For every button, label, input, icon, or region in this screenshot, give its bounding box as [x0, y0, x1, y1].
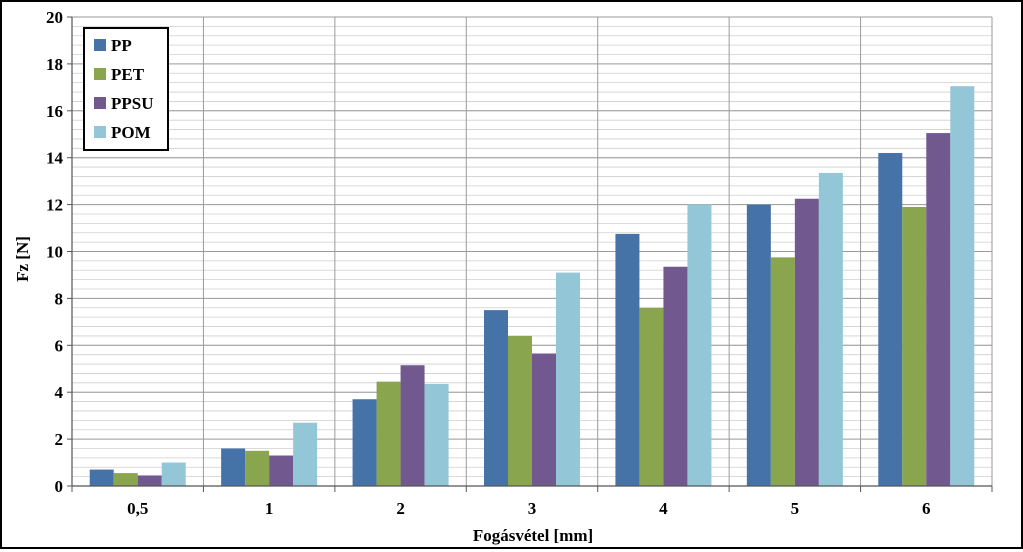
y-tick-label: 10 — [46, 243, 63, 262]
bar-pp-5 — [746, 204, 771, 486]
y-tick-label: 0 — [55, 477, 64, 496]
y-tick-label: 6 — [55, 336, 64, 355]
bar-ppsu-2 — [400, 365, 425, 486]
bar-ppsu-1 — [269, 455, 294, 486]
bar-pom-0 — [161, 462, 186, 486]
bar-pom-1 — [293, 422, 318, 486]
legend-swatch-pom — [94, 126, 106, 138]
y-tick-label: 18 — [46, 55, 63, 74]
legend-label-pp: PP — [111, 36, 132, 55]
legend: PP PET PPSU POM — [83, 27, 169, 151]
y-tick-label: 20 — [46, 8, 63, 27]
y-tick-label: 8 — [55, 289, 64, 308]
bar-pp-0 — [89, 469, 114, 486]
legend-swatch-ppsu — [94, 97, 106, 109]
bar-pp-1 — [221, 448, 246, 486]
bar-ppsu-4 — [663, 266, 688, 486]
bar-pom-5 — [818, 172, 843, 486]
bar-ppsu-6 — [926, 133, 951, 486]
bar-pet-1 — [245, 450, 270, 486]
bar-pp-2 — [352, 399, 377, 486]
y-tick-label: 2 — [55, 430, 64, 449]
x-tick-label: 2 — [396, 499, 405, 518]
bar-pet-5 — [770, 257, 795, 486]
bar-ppsu-0 — [137, 475, 162, 486]
bar-pp-3 — [484, 310, 508, 486]
bar-pom-2 — [424, 383, 449, 486]
bar-ppsu-3 — [532, 353, 556, 486]
x-tick-label: 5 — [791, 499, 800, 518]
legend-label-pet: PET — [111, 65, 145, 84]
bar-pet-6 — [902, 206, 927, 486]
bar-pet-2 — [376, 381, 401, 486]
legend-swatch-pet — [94, 68, 106, 80]
legend-swatch-pp — [94, 39, 106, 51]
x-tick-label: 0,5 — [127, 499, 148, 518]
bar-pom-3 — [556, 272, 580, 486]
legend-label-ppsu: PPSU — [111, 94, 154, 113]
y-tick-label: 4 — [55, 383, 64, 402]
x-tick-label: 1 — [265, 499, 274, 518]
y-axis-label: Fz [N] — [13, 236, 32, 282]
bar-pet-3 — [508, 335, 532, 486]
x-tick-label: 4 — [659, 499, 668, 518]
legend-label-pom: POM — [111, 123, 151, 142]
bar-ppsu-5 — [794, 198, 819, 487]
y-tick-label: 16 — [46, 102, 63, 121]
bar-pet-0 — [113, 473, 138, 486]
bar-pet-4 — [639, 307, 664, 486]
bars-layer — [89, 86, 975, 487]
bar-pom-6 — [950, 86, 975, 487]
y-tick-label: 14 — [46, 149, 64, 168]
x-tick-label: 6 — [922, 499, 931, 518]
y-tick-label: 12 — [46, 196, 63, 215]
x-axis-label: Fogásvétel [mm] — [473, 526, 593, 545]
x-tick-label: 3 — [528, 499, 537, 518]
bar-pp-6 — [878, 153, 903, 486]
bar-pom-4 — [687, 204, 712, 486]
bar-pp-4 — [615, 233, 640, 486]
